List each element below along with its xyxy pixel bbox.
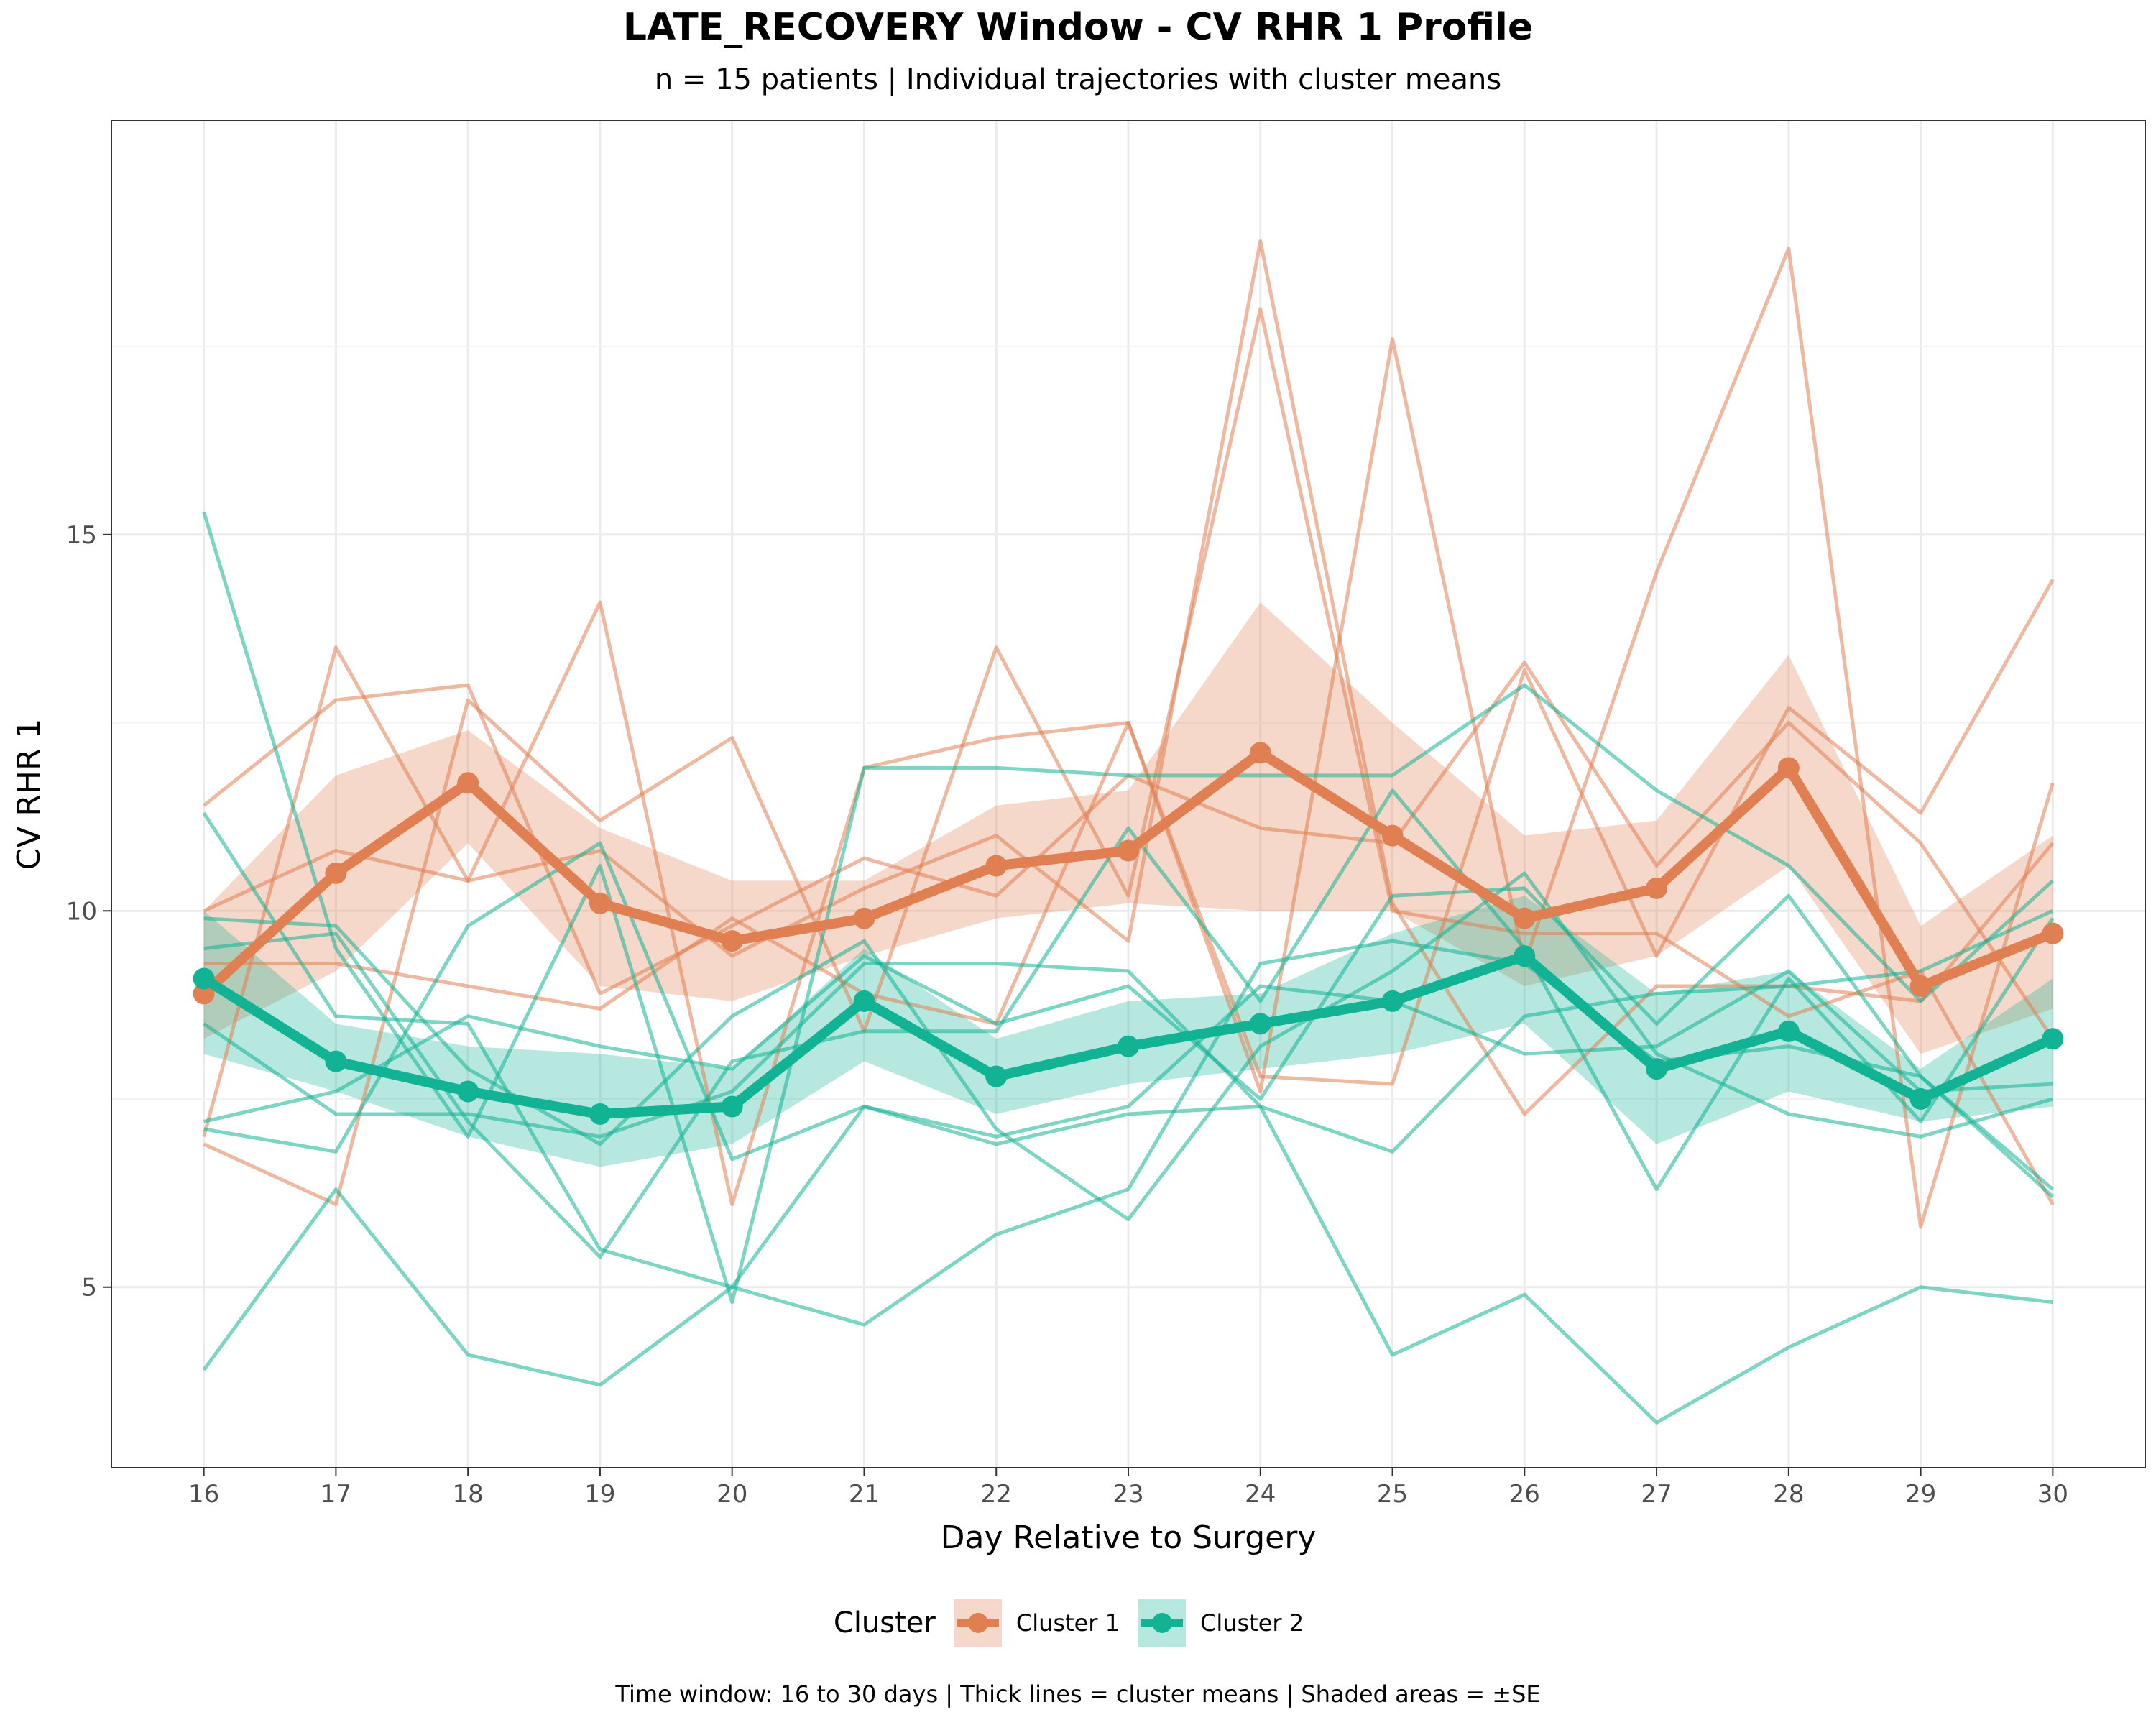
cluster-1-mean-point — [193, 983, 215, 1005]
cluster-1-mean-point — [325, 862, 347, 884]
y-tick-label: 5 — [81, 1274, 97, 1302]
cluster-2-mean-point — [1514, 945, 1536, 967]
cluster-2-mean-point — [2042, 1028, 2064, 1050]
cluster-1-trajectory-4 — [203, 579, 2055, 1086]
cluster-2-mean-point — [193, 967, 215, 990]
x-axis-label: Day Relative to Surgery — [941, 1519, 1317, 1556]
chart-caption: Time window: 16 to 30 days | Thick lines… — [615, 1680, 1541, 1708]
cluster-means — [193, 742, 2064, 1125]
cluster-2-mean-point — [1777, 1020, 1800, 1042]
cluster-2-mean-point — [1249, 1013, 1271, 1035]
cluster-2-trajectory-7 — [202, 1104, 2053, 1425]
cluster-2-trajectory-5 — [203, 841, 2053, 1162]
cluster-1-mean-point — [2042, 922, 2064, 944]
x-tick-label: 27 — [1641, 1480, 1672, 1509]
x-tick-label: 29 — [1905, 1480, 1936, 1509]
x-tick-label: 21 — [849, 1480, 880, 1509]
x-tick-label: 30 — [2037, 1480, 2068, 1509]
y-tick-label: 15 — [66, 521, 97, 550]
cluster-1-mean-point — [1777, 757, 1800, 779]
x-tick-label: 17 — [321, 1480, 351, 1509]
cluster-2-trajectory-4 — [203, 908, 2054, 1154]
x-tick-label: 18 — [453, 1480, 484, 1509]
cluster-2-mean-point — [1118, 1035, 1139, 1057]
individual-trajectories — [202, 239, 2055, 1425]
x-tick-label: 20 — [717, 1480, 747, 1509]
x-tick-label: 23 — [1112, 1480, 1143, 1509]
y-tick-label: 10 — [66, 897, 97, 926]
cluster-1-mean-point — [1381, 824, 1404, 847]
chart-subtitle: n = 15 patients | Individual trajectorie… — [654, 63, 1502, 96]
cluster-2-trajectory-1 — [202, 511, 2055, 1305]
cluster-2-mean-point — [1909, 1088, 1932, 1110]
y-axis-label: CV RHR 1 — [11, 718, 47, 870]
cluster-2-mean-point — [853, 990, 875, 1012]
cluster-1-mean-point — [1646, 877, 1668, 899]
cluster-2-mean-point — [1381, 990, 1404, 1012]
chart-title: LATE_RECOVERY Window - CV RHR 1 Profile — [622, 6, 1534, 49]
legend-key-cluster-1 — [954, 1599, 1002, 1647]
x-tick-label: 19 — [584, 1480, 615, 1509]
x-tick-label: 28 — [1773, 1480, 1804, 1509]
cluster-1-mean-point — [985, 855, 1008, 877]
legend-title: Cluster — [833, 1606, 936, 1639]
cluster-1-mean-point — [457, 772, 479, 794]
cluster-1-mean-point — [1514, 907, 1536, 929]
cluster-2-mean-point — [325, 1050, 347, 1072]
x-tick-label: 25 — [1377, 1480, 1408, 1509]
x-tick-label: 26 — [1509, 1480, 1540, 1509]
x-tick-label: 16 — [188, 1480, 219, 1509]
legend-item-cluster-1: Cluster 1 — [954, 1599, 1120, 1647]
cluster-1-mean-point — [1909, 975, 1932, 997]
cluster-2-trajectory-6 — [203, 886, 2054, 1191]
cluster-1-mean-point — [853, 907, 875, 929]
cluster-2-mean-point — [985, 1065, 1008, 1087]
cluster-1-mean-point — [589, 892, 611, 914]
cluster-2-mean-point — [1646, 1058, 1668, 1080]
legend: Cluster Cluster 1 Cluster 2 — [0, 1599, 2156, 1647]
x-tick-label: 22 — [981, 1480, 1012, 1509]
axes: 16 17 18 19 20 21 22 23 24 25 26 27 28 29 30 5 10 15 Day R… — [11, 521, 2068, 1556]
cluster-2-mean-point — [589, 1103, 611, 1125]
legend-label-cluster-2: Cluster 2 — [1199, 1609, 1304, 1637]
cluster-2-mean-point — [721, 1095, 743, 1118]
cluster-1-mean-point — [721, 930, 743, 952]
cluster-1-trajectory-2 — [202, 239, 2055, 1138]
legend-label-cluster-1: Cluster 1 — [1015, 1609, 1120, 1637]
legend-item-cluster-2: Cluster 2 — [1138, 1599, 1304, 1647]
cluster-1-mean-point — [1249, 742, 1271, 764]
cluster-2-mean-point — [457, 1080, 479, 1103]
x-tick-label: 24 — [1245, 1480, 1276, 1509]
cluster-1-mean-point — [1118, 840, 1139, 862]
legend-key-cluster-2 — [1138, 1599, 1186, 1647]
